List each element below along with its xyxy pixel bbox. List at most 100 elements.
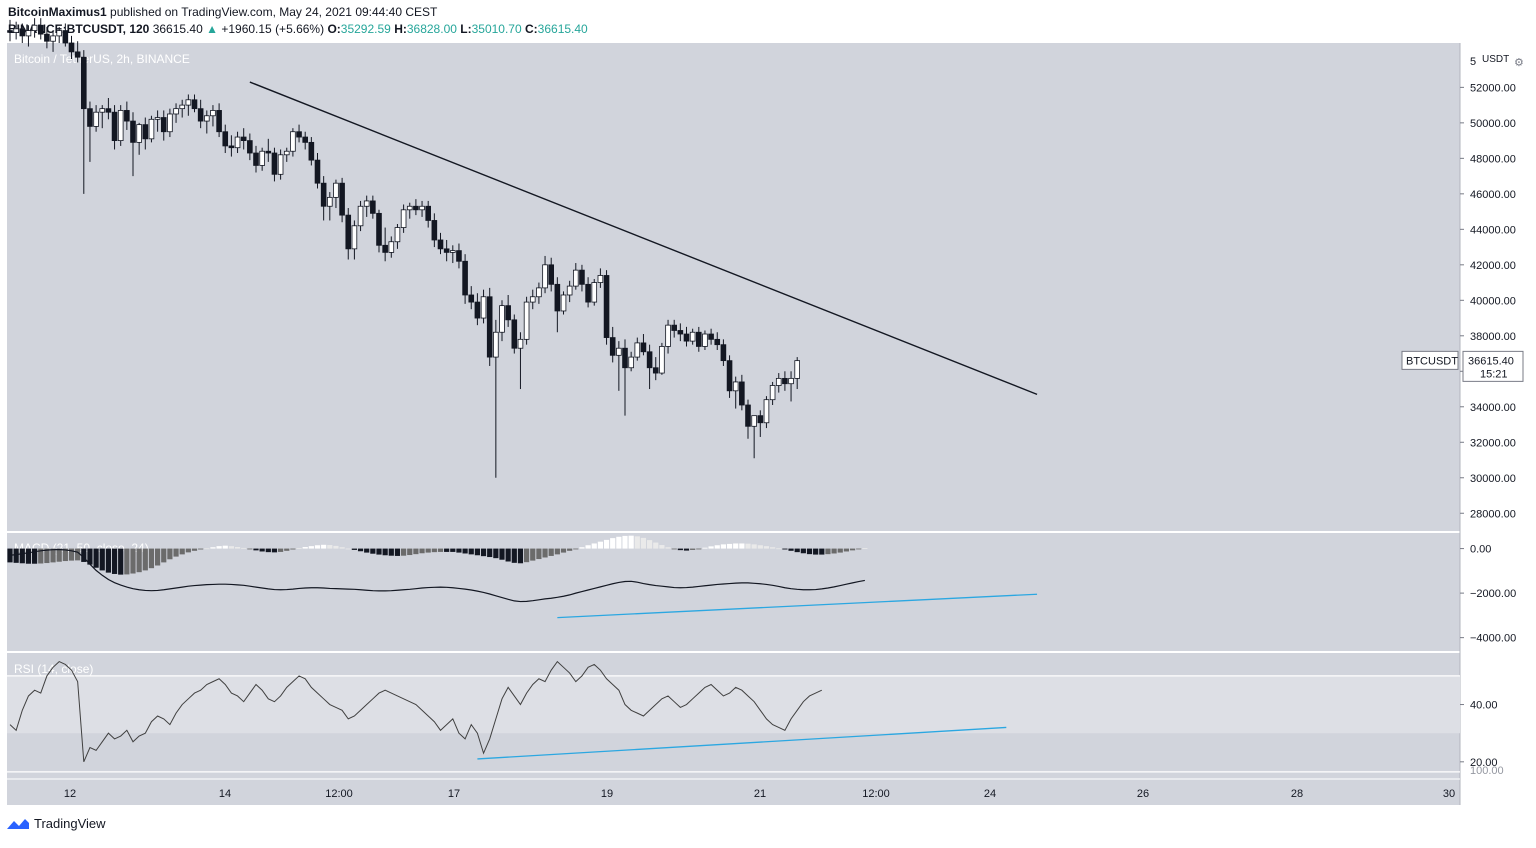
close-label: C: — [525, 22, 538, 36]
time-axis-label: 21 — [754, 788, 766, 800]
bar-countdown-label: 15:21 — [1480, 368, 1508, 380]
macd-histogram-bar — [597, 541, 603, 549]
macd-histogram-bar — [68, 548, 75, 561]
macd-histogram-bar — [278, 548, 284, 552]
macd-histogram-bar — [388, 548, 394, 556]
candle-up — [333, 182, 339, 198]
rsi-axis-label: 20.00 — [1470, 757, 1498, 769]
macd-histogram-bar — [314, 545, 321, 549]
macd-histogram-bar — [370, 548, 376, 554]
candle-down — [222, 131, 229, 147]
price-axis-label: 52000.00 — [1470, 82, 1516, 94]
macd-histogram-bar — [25, 548, 32, 564]
footer-brand: TradingView — [34, 816, 106, 831]
candle-up — [566, 285, 573, 296]
macd-histogram-bar — [364, 548, 370, 553]
candle-down — [443, 248, 450, 253]
candle-up — [351, 225, 358, 250]
macd-histogram-bar — [806, 548, 813, 555]
macd-histogram-bar — [794, 548, 800, 553]
candle-down — [640, 342, 647, 353]
candle-down — [714, 338, 721, 346]
publish-text: published on TradingView.com, May 24, 20… — [110, 5, 438, 19]
macd-histogram-bar — [733, 543, 739, 549]
macd-histogram-bar — [788, 548, 794, 551]
macd-histogram-bar — [579, 547, 585, 549]
rsi-line — [9, 660, 823, 763]
candle-down — [708, 333, 714, 340]
candle-up — [259, 150, 265, 166]
tradingview-footer[interactable]: TradingView — [6, 816, 106, 831]
macd-histogram-bar — [714, 545, 720, 549]
macd-histogram-bar — [50, 548, 56, 563]
macd-histogram-bar — [185, 548, 191, 553]
macd-histogram-bar — [745, 543, 751, 549]
candle-up — [597, 275, 604, 283]
candle-up — [234, 136, 241, 149]
macd-histogram-bar — [437, 548, 444, 552]
macd-histogram-bar — [499, 548, 505, 560]
candle-down — [431, 220, 438, 241]
candle-down — [68, 42, 75, 53]
open-value: 35292.59 — [340, 22, 391, 36]
candle-up — [480, 296, 487, 319]
macd-histogram-bar — [468, 548, 474, 555]
macd-histogram-bar — [394, 548, 401, 556]
macd-histogram-bar — [259, 548, 265, 552]
macd-histogram-bar — [56, 548, 62, 562]
macd-histogram-bar — [770, 547, 776, 549]
macd-histogram-bar — [708, 546, 714, 549]
candle-up — [25, 30, 32, 37]
candle-down — [579, 269, 585, 285]
price-axis-label: 38000.00 — [1470, 331, 1516, 343]
candle-down — [622, 347, 628, 369]
open-label: O: — [327, 22, 341, 36]
macd-histogram-bar — [136, 548, 142, 573]
price-pane-bg — [7, 43, 1460, 531]
candle-up — [763, 399, 770, 424]
macd-histogram-bar — [401, 548, 407, 556]
up-arrow-icon: ▲ — [206, 22, 218, 36]
candle-down — [81, 56, 87, 110]
rsi-axis-label: 100.00 — [1470, 765, 1504, 777]
macd-histogram-bar — [161, 548, 167, 563]
candle-down — [486, 296, 493, 358]
candle-down — [677, 330, 684, 335]
author-name[interactable]: BitcoinMaximus1 — [8, 5, 107, 19]
macd-histogram-bar — [696, 548, 702, 550]
macd-histogram-bar — [247, 548, 253, 550]
price-axis-label: 5 — [1470, 56, 1476, 68]
macd-histogram-bar — [603, 539, 610, 549]
candle-down — [696, 331, 702, 347]
macd-histogram-bar — [376, 548, 382, 555]
macd-histogram-bar — [124, 548, 130, 575]
candle-up — [659, 346, 665, 374]
macd-histogram-bar — [321, 544, 327, 549]
macd-histogram-bar — [75, 548, 81, 561]
macd-histogram-bar — [462, 548, 468, 554]
candle-down — [456, 250, 462, 262]
macd-histogram-bar — [548, 548, 554, 556]
candle-down — [320, 182, 327, 207]
candle-down — [44, 33, 50, 42]
candle-down — [228, 145, 235, 149]
candle-down — [314, 159, 321, 184]
gear-icon: ⚙ — [1514, 57, 1524, 69]
tradingview-logo-icon — [7, 818, 29, 829]
candle-up — [628, 356, 634, 369]
macd-histogram-bar — [665, 547, 671, 549]
time-axis-label: 19 — [601, 788, 613, 800]
macd-histogram-bar — [81, 548, 87, 562]
macd-histogram-bar — [690, 548, 696, 550]
macd-histogram-bar — [653, 542, 659, 549]
macd-histogram-bar — [425, 548, 431, 553]
candle-down — [376, 212, 382, 246]
candle-down — [739, 381, 745, 406]
macd-histogram-bar — [862, 548, 868, 549]
candle-down — [462, 260, 468, 296]
candle-down — [554, 283, 561, 312]
macd-histogram-bar — [93, 548, 99, 568]
high-label: H: — [394, 22, 407, 36]
